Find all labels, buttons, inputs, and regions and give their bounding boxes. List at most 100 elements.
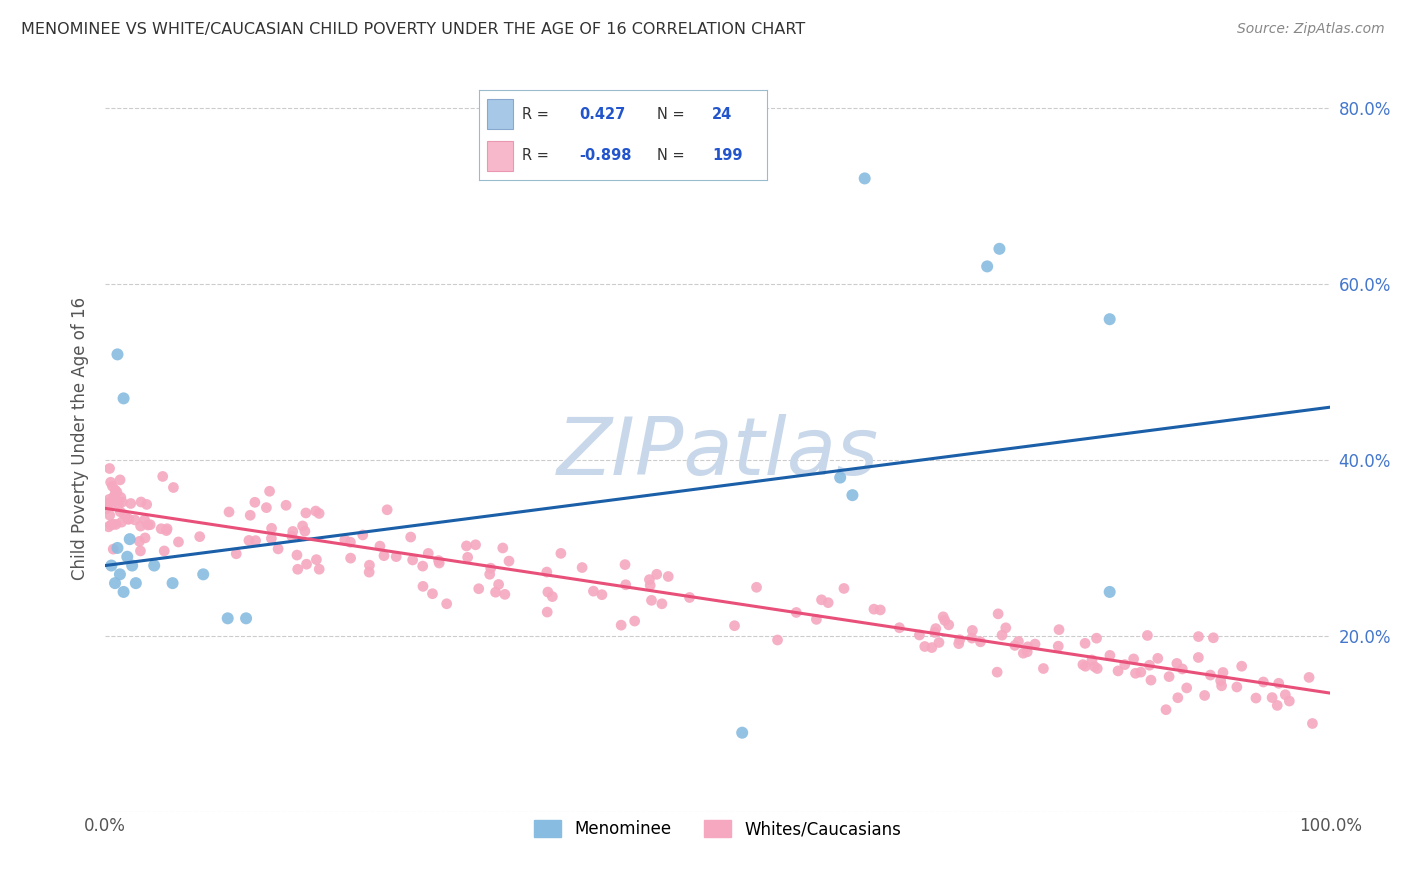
Point <box>100 518 122 533</box>
Point <box>125 576 148 591</box>
Point <box>832 582 855 596</box>
Point <box>1167 690 1189 705</box>
Point <box>550 546 572 560</box>
Point <box>994 621 1017 635</box>
Point <box>1187 630 1209 644</box>
Point <box>1047 639 1070 653</box>
Point <box>118 512 141 526</box>
Point <box>121 558 143 573</box>
Point <box>110 491 132 505</box>
Point <box>120 496 142 510</box>
Point <box>245 533 267 548</box>
Point <box>1012 646 1035 660</box>
Y-axis label: Child Poverty Under the Age of 16: Child Poverty Under the Age of 16 <box>72 296 89 580</box>
Point <box>806 612 828 626</box>
Point <box>1278 694 1301 708</box>
Point <box>1298 670 1320 684</box>
Point <box>1136 628 1159 642</box>
Point <box>339 551 361 566</box>
Point <box>488 577 510 591</box>
Point <box>1129 665 1152 679</box>
Point <box>934 613 956 627</box>
Point <box>153 544 176 558</box>
Point <box>492 541 515 555</box>
Point <box>582 584 605 599</box>
Point <box>1085 661 1108 675</box>
Point <box>427 554 450 568</box>
Point <box>399 530 422 544</box>
Point <box>1098 312 1121 326</box>
Point <box>541 590 564 604</box>
Point <box>152 469 174 483</box>
Point <box>98 461 121 475</box>
Point <box>1139 658 1161 673</box>
Point <box>104 483 127 497</box>
Point <box>129 544 152 558</box>
Point <box>536 605 558 619</box>
Point <box>105 485 128 500</box>
Point <box>1024 637 1046 651</box>
Point <box>478 567 501 582</box>
Point <box>94 501 117 516</box>
Point <box>638 573 661 587</box>
Point <box>1226 680 1249 694</box>
Point <box>1175 681 1198 695</box>
Point <box>107 541 129 555</box>
Point <box>385 549 408 564</box>
Point <box>1230 659 1253 673</box>
Point <box>464 538 486 552</box>
Point <box>1261 690 1284 705</box>
Point <box>101 497 124 511</box>
Point <box>422 587 444 601</box>
Point <box>494 587 516 601</box>
Point <box>1125 666 1147 681</box>
Point <box>571 560 593 574</box>
Point <box>976 260 998 274</box>
Point <box>949 632 972 647</box>
Point <box>1146 651 1168 665</box>
Point <box>1114 657 1136 672</box>
Point <box>1032 661 1054 675</box>
Point <box>657 569 679 583</box>
Point <box>614 578 637 592</box>
Point <box>117 512 139 526</box>
Point <box>294 524 316 539</box>
Point <box>129 495 152 509</box>
Point <box>401 553 423 567</box>
Point <box>305 552 328 566</box>
Point <box>785 606 807 620</box>
Point <box>1071 657 1094 672</box>
Point <box>921 640 943 655</box>
Point <box>104 517 127 532</box>
Point <box>281 524 304 539</box>
Point <box>112 585 135 599</box>
Point <box>1265 698 1288 713</box>
Point <box>479 561 502 575</box>
Point <box>1171 662 1194 676</box>
Point <box>638 578 661 592</box>
Point <box>101 479 124 493</box>
Point <box>143 558 166 573</box>
Point <box>291 519 314 533</box>
Point <box>167 535 190 549</box>
Point <box>135 498 157 512</box>
Point <box>645 567 668 582</box>
Point <box>239 508 262 523</box>
Point <box>155 524 177 538</box>
Point <box>614 558 637 572</box>
Point <box>987 607 1010 621</box>
Point <box>107 497 129 511</box>
Point <box>932 609 955 624</box>
Point <box>869 603 891 617</box>
Point <box>305 504 328 518</box>
Point <box>723 618 745 632</box>
Point <box>1081 653 1104 667</box>
Point <box>1211 679 1233 693</box>
Point <box>368 539 391 553</box>
Point <box>1209 673 1232 688</box>
Point <box>375 502 398 516</box>
Point <box>136 518 159 533</box>
Point <box>986 665 1008 680</box>
Point <box>1074 659 1097 673</box>
Point <box>1202 631 1225 645</box>
